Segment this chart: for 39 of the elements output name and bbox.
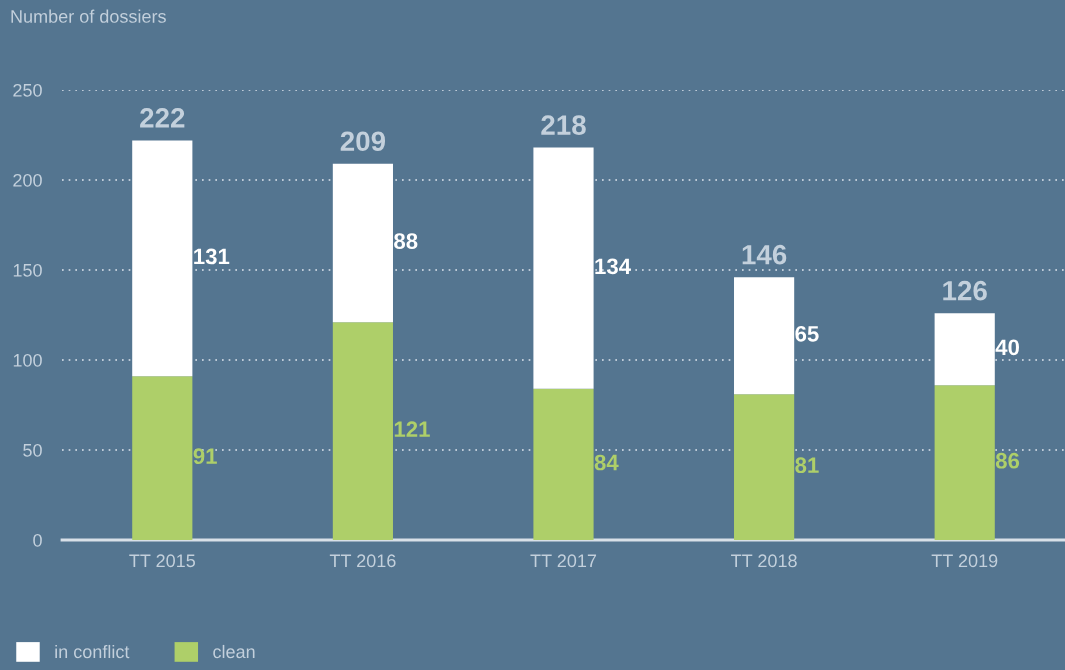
total-label: 126 [943,280,987,301]
y-tick-label: 250 [13,83,42,97]
data-label: 88 [394,233,418,249]
data-label: 81 [795,457,819,474]
y-tick-label: 100 [13,353,42,367]
data-label: 121 [394,421,430,437]
x-tick-label: TT 2015 [129,554,196,568]
bar [332,163,393,323]
bar [332,322,393,540]
bar [734,277,795,395]
bar [934,385,995,540]
total-label: 218 [541,115,586,135]
bar [132,376,193,540]
y-tick-label: 50 [23,443,42,457]
data-label: 65 [795,325,819,342]
y-tick-label: 150 [13,263,42,277]
bar [132,140,193,377]
total-label: 146 [742,244,787,265]
data-label: 134 [595,258,631,275]
y-axis-title: Number of dossiers [11,9,166,23]
x-tick-label: TT 2019 [931,554,998,568]
x-tick-label: TT 2016 [329,554,396,568]
y-tick-label: 200 [13,173,42,187]
total-label: 222 [140,108,185,128]
bar [734,394,795,540]
y-tick-label: 0 [33,533,42,547]
data-label: 131 [194,248,230,265]
legend-label: clean [213,644,255,659]
x-tick-label: TT 2018 [731,554,797,568]
x-tick-label: TT 2017 [530,554,597,568]
legend-label: in conflict [55,644,130,659]
data-label: 91 [193,448,217,465]
bar [934,313,995,386]
data-label: 40 [995,339,1019,356]
bar [533,388,594,540]
total-label: 209 [340,131,386,152]
bar [533,147,594,389]
data-label: 86 [995,452,1020,469]
data-label: 84 [594,454,619,471]
